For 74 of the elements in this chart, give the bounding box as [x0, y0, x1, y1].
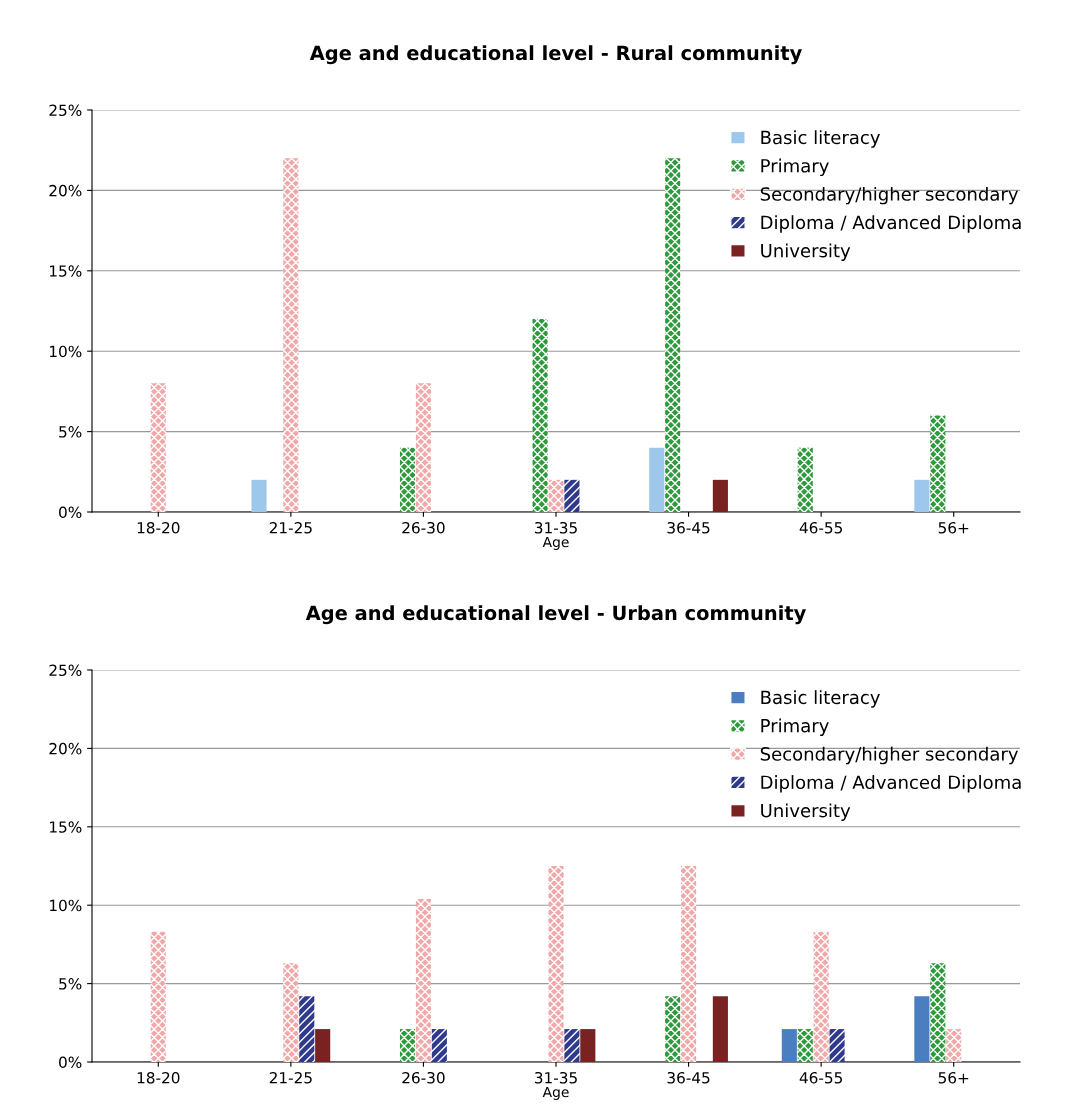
bar: [914, 479, 930, 512]
y-tick-label: 5%: [59, 978, 82, 990]
bar: [150, 931, 166, 1062]
y-tick-label: 15%: [50, 265, 82, 277]
bar: [580, 1029, 596, 1062]
x-tick-label: 26-30: [402, 521, 445, 534]
y-tick-label: 20%: [49, 184, 82, 197]
y-tick-label: 0%: [59, 1056, 82, 1069]
y-tick-label: 0%: [59, 506, 82, 519]
x-tick-label: 36-45: [667, 1071, 710, 1084]
y-tick-label: 10%: [50, 345, 82, 358]
bar: [251, 479, 267, 512]
y-tick-label: 25%: [49, 664, 82, 677]
x-tick-label: 36-45: [667, 521, 710, 534]
bar: [415, 383, 431, 512]
bar: [532, 319, 548, 512]
bar: [415, 898, 431, 1062]
bar: [283, 158, 299, 512]
x-tick-label: 46-55: [799, 521, 843, 534]
bar: [283, 963, 299, 1062]
bar: [665, 996, 681, 1062]
bar: [813, 931, 829, 1062]
x-tick-label: 21-25: [269, 521, 312, 534]
bar: [315, 1029, 331, 1062]
bar: [399, 1029, 416, 1062]
legend-label: University: [761, 803, 851, 821]
y-tick-label: 5%: [59, 426, 82, 438]
legend-label: Basic literacy: [761, 130, 880, 148]
bar: [564, 479, 580, 512]
x-tick-label: 26-30: [402, 1071, 445, 1084]
bar: [564, 1029, 580, 1062]
x-tick-label: 18-20: [137, 521, 180, 534]
bar: [649, 447, 665, 512]
bar: [797, 1029, 813, 1062]
x-tick-label: 21-25: [269, 1071, 312, 1084]
y-tick-label: 15%: [50, 821, 82, 833]
x-tick-label: 18-20: [137, 1071, 180, 1084]
bar: [548, 479, 564, 512]
legend-label: Secondary/higher secondary: [760, 746, 1018, 765]
x-axis-title: Age: [542, 536, 569, 550]
x-tick-label: 56+: [938, 521, 969, 534]
bar: [712, 479, 728, 512]
x-tick-label: 31-35: [534, 521, 577, 534]
chart-title: Age and educational level - Urban community: [305, 605, 806, 625]
legend-label: Secondary/higher secondary: [760, 186, 1018, 205]
y-tick-label: 20%: [49, 742, 82, 755]
bar: [781, 1029, 797, 1062]
chart-title: Age and educational level - Rural community: [309, 45, 802, 65]
bar: [681, 866, 697, 1062]
bar: [712, 996, 728, 1062]
bar: [930, 963, 946, 1062]
bar: [431, 1029, 447, 1062]
legend-label: Diploma / Advanced Diploma: [761, 775, 1021, 793]
bar: [946, 1029, 962, 1062]
legend-label: University: [761, 243, 851, 261]
bar: [548, 866, 564, 1062]
legend-label: Primary: [761, 718, 829, 736]
y-tick-label: 10%: [50, 899, 82, 912]
bar: [150, 383, 166, 512]
x-tick-label: 31-35: [534, 1071, 577, 1084]
x-axis-title: Age: [542, 1086, 569, 1100]
legend-label: Diploma / Advanced Diploma: [761, 215, 1021, 233]
legend-label: Primary: [761, 158, 829, 177]
bar: [665, 158, 681, 512]
x-tick-label: 46-55: [799, 1071, 843, 1084]
legend-label: Basic literacy: [761, 690, 880, 708]
bar: [914, 996, 930, 1062]
x-tick-label: 56+: [938, 1071, 969, 1084]
bar: [797, 447, 813, 512]
bar: [930, 415, 946, 512]
bar: [829, 1029, 845, 1062]
bar: [299, 996, 315, 1062]
bar: [399, 447, 416, 512]
y-tick-label: 25%: [49, 104, 82, 117]
